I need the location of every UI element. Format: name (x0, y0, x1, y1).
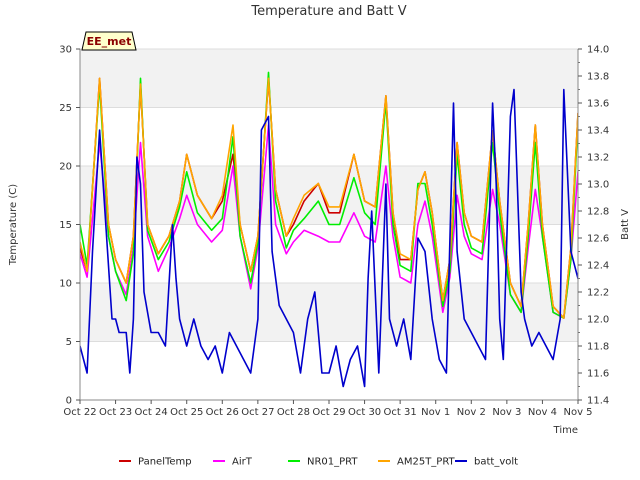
y-tick-label: 25 (59, 103, 72, 114)
y-tick-label: 10 (59, 279, 72, 290)
legend-label: batt_volt (474, 457, 518, 468)
y2-tick-label: 13.6 (587, 99, 609, 110)
legend-label: AirT (232, 457, 253, 468)
series-line-batt_volt (80, 88, 578, 388)
y2-tick-label: 13.8 (587, 72, 609, 83)
y-tick-label: 5 (66, 337, 72, 348)
x-tick-label: Oct 29 (312, 407, 345, 418)
series-line-nr01_prt (80, 71, 578, 319)
x-tick-label: Oct 30 (348, 407, 381, 418)
axes: Oct 22 Oct 23 Oct 24 Oct 25 Oct 26 Oct 27 Oct … (59, 45, 609, 419)
y-tick-label: 0 (66, 396, 72, 407)
y2-tick-label: 11.4 (587, 396, 609, 407)
y2-tick-label: 12.6 (587, 234, 609, 245)
y2-tick-label: 13.4 (587, 126, 609, 137)
y2-tick-label: 13.0 (587, 180, 609, 191)
y2-tick-label: 11.8 (587, 342, 609, 353)
x-tick-label: Oct 23 (99, 407, 132, 418)
series-line-am25t_prt (80, 77, 578, 319)
y2-tick-label: 12.4 (587, 261, 609, 272)
x-tick-label: Nov 4 (528, 407, 557, 418)
x-tick-label: Oct 25 (170, 407, 203, 418)
y2-tick-label: 13.2 (587, 153, 609, 164)
grid-bands (80, 49, 578, 342)
x-tick-label: Oct 24 (135, 407, 168, 418)
legend-label: AM25T_PRT (397, 457, 456, 468)
x-tick-label: Oct 28 (277, 407, 310, 418)
x-tick-label: Oct 27 (241, 407, 274, 418)
y-tick-label: 20 (59, 162, 72, 173)
station-badge-shape (81, 31, 137, 51)
y2-tick-label: 12.2 (587, 288, 609, 299)
x-tick-label: Nov 1 (421, 407, 450, 418)
grid-band (80, 283, 578, 342)
y-axis-title: Temperature (C) (8, 184, 19, 266)
x-tick-label: Oct 26 (206, 407, 239, 418)
x-tick-label: Nov 5 (563, 407, 592, 418)
station-badge: EE_met (81, 31, 137, 51)
x-tick-label: Nov 3 (492, 407, 521, 418)
x-tick-label: Oct 31 (384, 407, 417, 418)
y-tick-label: 30 (59, 45, 72, 56)
x-axis-title: Time (553, 425, 578, 436)
series-layer (80, 71, 578, 388)
y-tick-label: 15 (59, 220, 72, 231)
y2-tick-label: 11.6 (587, 369, 609, 380)
y2-tick-label: 14.0 (587, 45, 609, 56)
station-badge-label: EE_met (87, 35, 132, 48)
legend: PanelTemp AirT NR01_PRT AM25T_PRT batt_volt (119, 457, 518, 468)
grid-band (80, 49, 578, 108)
legend-label: NR01_PRT (307, 457, 358, 468)
y2-tick-label: 12.8 (587, 207, 609, 218)
legend-label: PanelTemp (138, 457, 192, 468)
y2-axis-title: Batt V (620, 209, 631, 240)
y2-tick-label: 12.0 (587, 315, 609, 326)
grid-band (80, 166, 578, 225)
chart-title: Temperature and Batt V (250, 4, 406, 19)
x-tick-label: Nov 2 (457, 407, 486, 418)
x-tick-label: Oct 22 (63, 407, 96, 418)
